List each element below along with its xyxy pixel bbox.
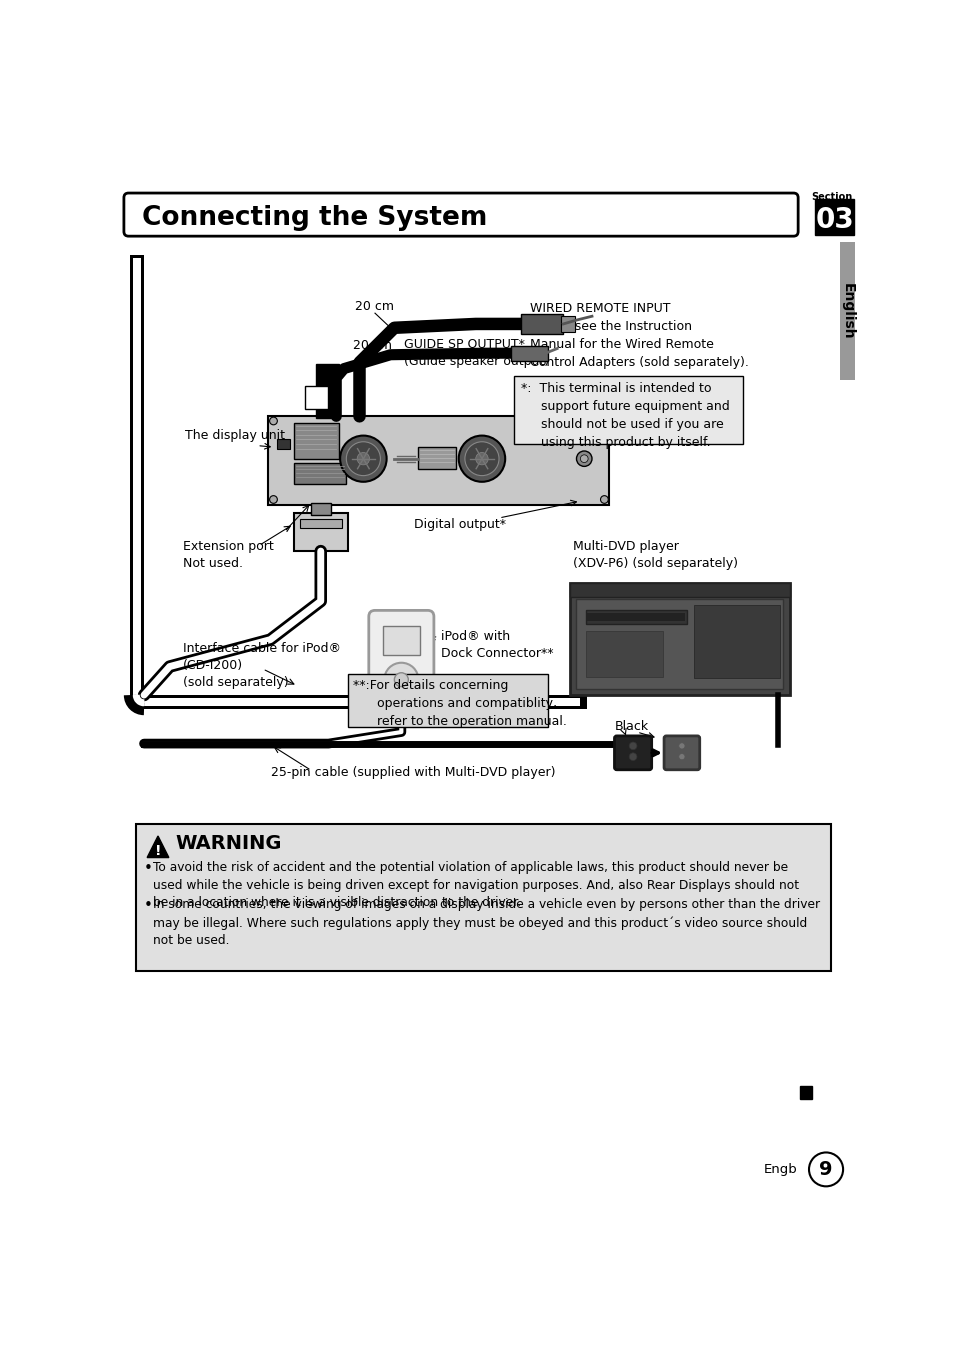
Bar	[268, 416, 608, 504]
FancyBboxPatch shape	[663, 735, 699, 769]
Circle shape	[629, 742, 637, 750]
Circle shape	[340, 435, 386, 481]
Text: 9: 9	[819, 1160, 832, 1179]
Circle shape	[599, 418, 608, 425]
Text: GUIDE SP OUTPUT*
(Guide speaker output): GUIDE SP OUTPUT* (Guide speaker output)	[404, 338, 549, 368]
Bar	[840, 242, 855, 380]
Bar	[294, 422, 338, 460]
Text: 03: 03	[815, 206, 853, 234]
Bar	[315, 364, 339, 418]
Bar	[299, 519, 341, 529]
Circle shape	[476, 453, 488, 465]
Circle shape	[679, 742, 684, 749]
Bar	[130, 254, 144, 708]
Circle shape	[394, 673, 408, 687]
Bar	[799, 1086, 811, 1099]
Polygon shape	[147, 836, 169, 857]
Bar	[560, 316, 575, 331]
Circle shape	[679, 753, 684, 760]
FancyBboxPatch shape	[369, 610, 434, 715]
Text: Digital output*: Digital output*	[414, 518, 506, 530]
Text: **:For details concerning
      operations and compatiblity,
      refer to the : **:For details concerning operations and…	[353, 679, 567, 727]
Text: 20 cm: 20 cm	[353, 339, 392, 352]
Text: English: English	[840, 283, 854, 339]
Text: Interface cable for iPod®
(CD-I200)
(sold separately): Interface cable for iPod® (CD-I200) (sol…	[183, 642, 340, 690]
Text: To avoid the risk of accident and the potential violation of applicable laws, th: To avoid the risk of accident and the po…	[153, 861, 799, 910]
Bar	[294, 512, 348, 552]
Bar	[133, 698, 579, 706]
Text: *:  This terminal is intended to
     support future equipment and
     should n: *: This terminal is intended to support …	[520, 381, 729, 449]
Bar	[311, 503, 331, 515]
FancyBboxPatch shape	[136, 825, 830, 971]
Bar	[305, 385, 328, 408]
Circle shape	[576, 452, 592, 466]
Bar	[570, 584, 789, 695]
Bar	[585, 631, 662, 677]
Circle shape	[458, 435, 505, 481]
FancyBboxPatch shape	[124, 193, 798, 237]
Text: WARNING: WARNING	[174, 834, 281, 853]
Circle shape	[270, 496, 277, 503]
Text: Engb: Engb	[762, 1163, 797, 1176]
FancyBboxPatch shape	[514, 376, 742, 443]
Bar	[576, 599, 782, 690]
Bar	[510, 346, 547, 361]
Bar	[130, 695, 587, 708]
Text: Connecting the System: Connecting the System	[142, 206, 487, 231]
Text: !: !	[154, 845, 161, 859]
Text: Multi-DVD player
(XDV-P6) (sold separately): Multi-DVD player (XDV-P6) (sold separate…	[572, 541, 737, 571]
Bar	[417, 448, 456, 469]
Circle shape	[346, 442, 380, 476]
Text: 25-pin cable (supplied with Multi-DVD player): 25-pin cable (supplied with Multi-DVD pl…	[271, 767, 555, 779]
Bar	[694, 604, 779, 679]
Circle shape	[464, 442, 498, 476]
FancyBboxPatch shape	[614, 735, 651, 769]
Circle shape	[629, 753, 637, 761]
Circle shape	[356, 453, 369, 465]
Text: •: •	[144, 898, 152, 914]
Text: Extension port
Not used.: Extension port Not used.	[183, 539, 274, 569]
Bar	[587, 614, 684, 621]
Bar	[570, 584, 789, 598]
Bar	[277, 439, 290, 449]
Bar	[815, 199, 853, 235]
Circle shape	[579, 454, 587, 462]
Text: 20 cm: 20 cm	[355, 300, 395, 314]
FancyBboxPatch shape	[348, 675, 547, 726]
Circle shape	[384, 662, 418, 696]
Circle shape	[599, 496, 608, 503]
Text: •: •	[144, 861, 152, 876]
Bar	[382, 626, 419, 654]
Text: iPod® with
Dock Connector**: iPod® with Dock Connector**	[440, 630, 553, 660]
Circle shape	[270, 418, 277, 425]
Bar	[294, 462, 346, 484]
Text: Section: Section	[811, 192, 852, 201]
Bar	[133, 258, 141, 703]
Text: The display unit: The display unit	[185, 429, 285, 442]
Bar	[392, 706, 410, 713]
Text: WIRED REMOTE INPUT
Please see the Instruction
Manual for the Wired Remote
Contro: WIRED REMOTE INPUT Please see the Instru…	[530, 303, 748, 369]
Bar	[520, 314, 562, 334]
Text: Black: Black	[615, 721, 649, 733]
Bar	[585, 610, 686, 625]
Text: In some countries, the viewing of images on a display inside a vehicle even by p: In some countries, the viewing of images…	[153, 898, 820, 948]
Circle shape	[808, 1152, 842, 1186]
